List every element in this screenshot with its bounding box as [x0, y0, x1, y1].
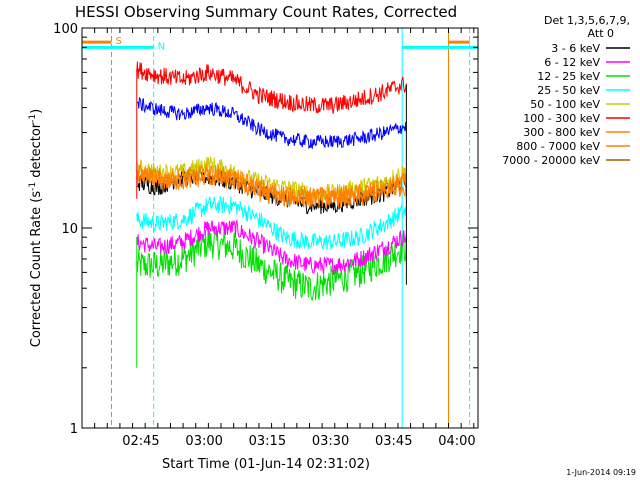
legend-entry-label: 7000 - 20000 keV	[502, 154, 600, 167]
series-6-12keV	[136, 218, 407, 276]
series-800-7000keV	[136, 168, 407, 208]
x-tick-label: 03:15	[249, 434, 286, 449]
series-25-50keV	[136, 196, 407, 251]
legend-entry-label: 800 - 7000 keV	[516, 140, 600, 153]
series-12-25keV	[136, 227, 407, 301]
y-tick-label: 1	[70, 422, 78, 437]
ylabel-sup2: -1	[28, 114, 38, 123]
series-100-300keV	[136, 61, 407, 114]
ylabel-sup1: -1	[28, 182, 38, 191]
x-tick-label: 03:45	[375, 434, 412, 449]
x-tick-label: 02:45	[122, 434, 159, 449]
legend-entry-label: 12 - 25 keV	[537, 70, 600, 83]
x-tick-label: 04:00	[438, 434, 475, 449]
legend-entry-label: 25 - 50 keV	[537, 84, 600, 97]
x-tick-label: 03:00	[185, 434, 222, 449]
marker-label-N: N	[158, 41, 165, 52]
y-tick-label: 10	[61, 222, 78, 237]
marker-label-S: S	[115, 36, 121, 47]
series-50-100keV	[136, 156, 407, 202]
chart-title: HESSI Observing Summary Count Rates, Cor…	[75, 3, 457, 21]
axes: 1 10 100 02:45 03:00 03:15 03:30 03:45 04:00	[53, 22, 479, 449]
footer-timestamp: 1-Jun-2014 09:19	[566, 468, 636, 477]
series-blue-band	[136, 96, 407, 150]
legend-header-1: Det 1,3,5,6,7,9,	[544, 14, 630, 27]
x-axis-label: Start Time (01-Jun-14 02:31:02)	[162, 457, 370, 472]
legend-entry-label: 300 - 800 keV	[523, 126, 600, 139]
ylabel-main: Corrected Count Rate (s	[29, 191, 44, 348]
legend-entry-label: 50 - 100 keV	[530, 98, 600, 111]
ylabel-mid: detector	[29, 122, 44, 182]
y-tick-label: 100	[53, 22, 78, 37]
legend-entry-label: 3 - 6 keV	[551, 42, 600, 55]
ylabel-end: )	[29, 109, 44, 114]
legend-header-2: Att 0	[588, 27, 614, 40]
y-axis-label: Corrected Count Rate (s-1 detector-1)	[28, 109, 44, 347]
x-tick-label: 03:30	[312, 434, 349, 449]
legend-entry-label: 6 - 12 keV	[544, 56, 600, 69]
legend-entry-label: 100 - 300 keV	[523, 112, 600, 125]
